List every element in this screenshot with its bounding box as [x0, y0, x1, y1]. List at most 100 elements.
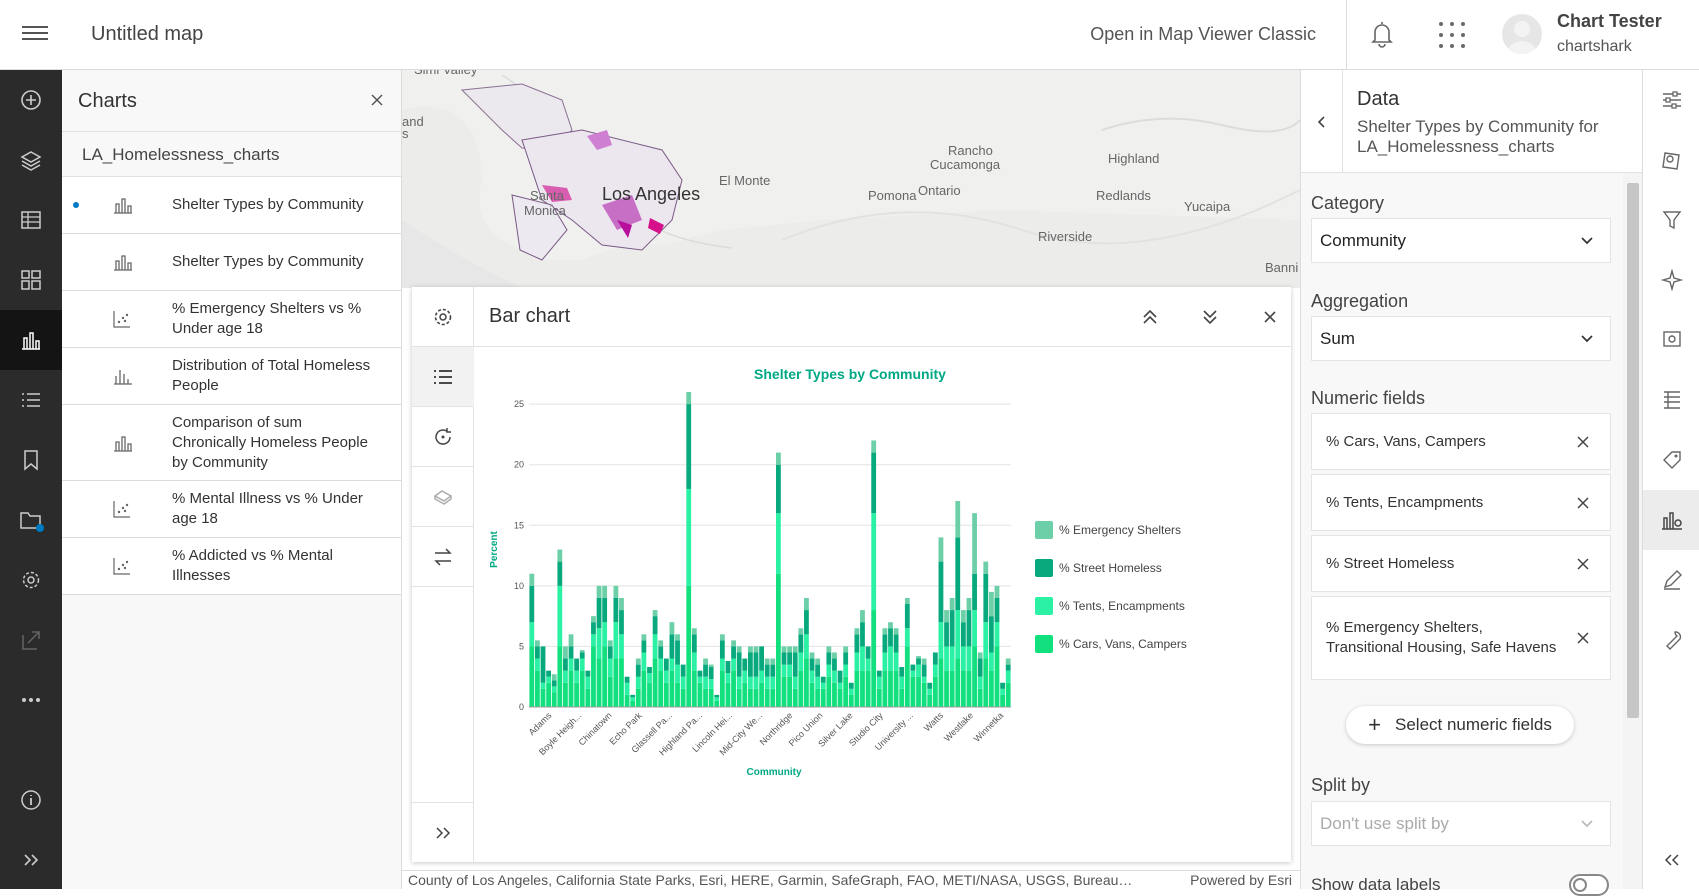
legend-swatch: [1035, 597, 1053, 615]
chart-rotate-button[interactable]: [412, 407, 474, 467]
collapse-button[interactable]: [1643, 830, 1699, 890]
chart-list-item[interactable]: % Emergency Shelters vs % Under age 18: [62, 291, 401, 348]
chart-list-button[interactable]: [412, 347, 474, 407]
chart-list-item[interactable]: Shelter Types by Community: [62, 177, 401, 234]
bookmarks-button[interactable]: [0, 430, 62, 490]
info-button[interactable]: [0, 770, 62, 830]
expand-button[interactable]: [0, 830, 62, 890]
split-by-select[interactable]: Don't use split by: [1311, 801, 1611, 846]
map-title[interactable]: Untitled map: [91, 23, 204, 45]
remove-icon[interactable]: [1576, 557, 1590, 571]
eraser-icon: [433, 489, 453, 505]
map-attribution: County of Los Angeles, California State …: [402, 870, 1300, 889]
user-name[interactable]: Chart Tester: [1557, 11, 1662, 31]
filter-button[interactable]: [1643, 190, 1699, 250]
close-icon[interactable]: [1258, 305, 1282, 329]
bar-segment: [904, 646, 910, 707]
powered-by-esri[interactable]: Powered by Esri: [1190, 872, 1292, 888]
labels-button[interactable]: [1643, 430, 1699, 490]
bar-segment: [804, 597, 809, 611]
chart-window: Bar chart Shelter Types by Community 0 5 10…: [412, 287, 1291, 862]
properties-button[interactable]: [1643, 70, 1699, 130]
table-button[interactable]: [0, 190, 62, 250]
chart-eraser-button[interactable]: [412, 467, 474, 527]
edit-button[interactable]: [1643, 550, 1699, 610]
back-button[interactable]: [1301, 70, 1343, 173]
bar-segment: [708, 688, 714, 707]
list-button[interactable]: [0, 370, 62, 430]
info-icon: [21, 790, 41, 810]
chart-swap-button[interactable]: [412, 527, 474, 587]
bar-segment: [764, 664, 770, 677]
chart-list-item[interactable]: % Addicted vs % Mental Illnesses: [62, 538, 401, 595]
show-data-labels-toggle[interactable]: [1569, 874, 1609, 896]
remove-icon[interactable]: [1576, 631, 1590, 645]
chart-list-item[interactable]: Distribution of Total Homeless People: [62, 348, 401, 405]
chart-list-item[interactable]: Shelter Types by Community: [62, 234, 401, 291]
bar-segment: [865, 670, 871, 707]
chart-config-button[interactable]: [1643, 490, 1699, 550]
selected-indicator: [73, 202, 79, 208]
more-icon: [22, 698, 40, 702]
chart-list-item[interactable]: % Mental Illness vs % Under age 18: [62, 481, 401, 538]
bar-segment: [585, 670, 591, 677]
select-numeric-label: Select numeric fields: [1395, 715, 1552, 734]
styles-button[interactable]: [1643, 130, 1699, 190]
bar-segment: [949, 646, 955, 671]
bar-segment: [579, 652, 585, 659]
move-down-icon[interactable]: [1198, 305, 1222, 329]
category-select[interactable]: Community: [1311, 218, 1611, 263]
bar-segment: [736, 676, 742, 689]
bar-segment: [977, 652, 983, 659]
bar-segment: [899, 667, 905, 677]
chart-settings-button[interactable]: [412, 287, 474, 347]
chart-list-item-label: Shelter Types by Community: [172, 253, 364, 270]
more-button[interactable]: [0, 670, 62, 730]
aggregation-select[interactable]: Sum: [1311, 316, 1611, 361]
bar-segment: [932, 676, 938, 707]
add-layer-button[interactable]: [0, 70, 62, 130]
bar-segment: [938, 658, 944, 707]
share-button[interactable]: [0, 610, 62, 670]
notifications-icon[interactable]: [1370, 20, 1394, 48]
bar-segment: [529, 622, 535, 647]
remove-icon[interactable]: [1576, 435, 1590, 449]
charts-button[interactable]: [0, 310, 62, 370]
bar-segment: [960, 670, 966, 707]
bar-segment: [977, 676, 983, 689]
bar-segment: [635, 658, 641, 665]
settings-button[interactable]: [0, 550, 62, 610]
bar-segment: [703, 676, 708, 689]
scrollbar[interactable]: [1623, 173, 1643, 889]
bar-segment: [607, 640, 613, 647]
avatar[interactable]: [1502, 14, 1542, 54]
effects-button[interactable]: [1643, 250, 1699, 310]
layers-button[interactable]: [0, 130, 62, 190]
close-icon[interactable]: [367, 90, 387, 110]
bar-segment: [910, 676, 916, 707]
chart-expand-button[interactable]: [412, 802, 474, 862]
move-up-icon[interactable]: [1138, 305, 1162, 329]
remove-icon[interactable]: [1576, 496, 1590, 510]
tools-button[interactable]: [1643, 610, 1699, 670]
bar-segment: [938, 537, 944, 562]
popups-button[interactable]: [1643, 310, 1699, 370]
gear-icon: [22, 571, 40, 589]
menu-icon[interactable]: [22, 22, 48, 44]
map-view[interactable]: Simi Valley and s Santa Monica Los Angel…: [402, 70, 1300, 288]
folder-button[interactable]: [0, 490, 62, 550]
bar-segment: [747, 688, 753, 707]
bar-segment: [613, 622, 619, 659]
legend-button[interactable]: [0, 250, 62, 310]
bar-segment: [904, 628, 910, 647]
bar-segment: [854, 670, 860, 707]
scrollbar-thumb[interactable]: [1627, 183, 1639, 718]
fields-button[interactable]: [1643, 370, 1699, 430]
bar-segment: [753, 676, 759, 689]
open-classic-link[interactable]: Open in Map Viewer Classic: [1090, 24, 1316, 44]
apps-grid-icon[interactable]: [1439, 22, 1465, 48]
select-numeric-fields-button[interactable]: + Select numeric fields: [1346, 706, 1574, 744]
chart-list-item[interactable]: Comparison of sum Chronically Homeless P…: [62, 405, 401, 481]
category-label: Category: [1311, 193, 1385, 213]
bar-segment: [955, 610, 961, 659]
